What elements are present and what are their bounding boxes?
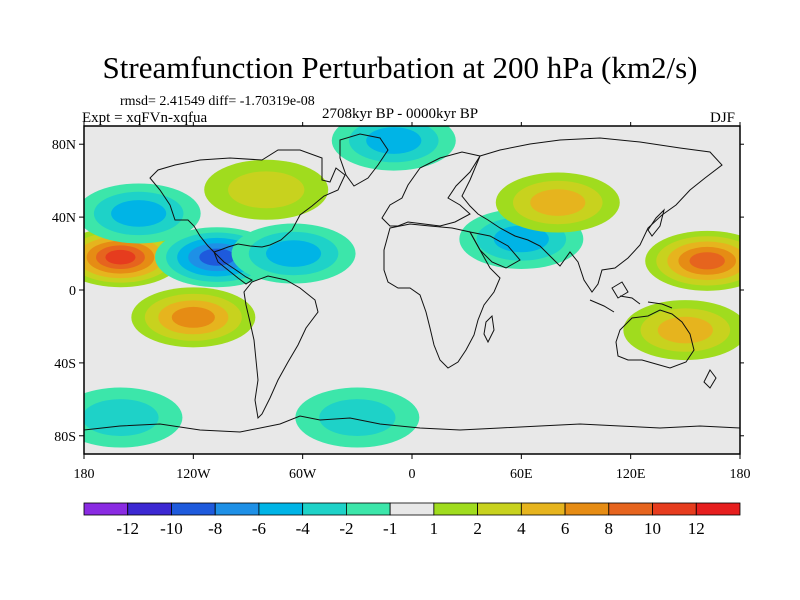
colorbar-swatch bbox=[520, 502, 566, 516]
coastline-asia bbox=[461, 137, 723, 293]
y-tick-label: 40N bbox=[52, 211, 76, 226]
y-tick-label: 80S bbox=[54, 430, 76, 445]
field-feature bbox=[84, 387, 183, 448]
colorbar-label: 1 bbox=[430, 519, 439, 538]
colorbar-swatch bbox=[214, 502, 260, 516]
axis-ticks: 180 120W 60W 0 60E 120E 180 80N 40N 0 40S 80S bbox=[52, 122, 751, 482]
period-text: 2708kyr BP - 0000kyr BP bbox=[321, 106, 479, 122]
experiment-text: Expt = xqFVn-xqfua bbox=[82, 110, 208, 126]
colorbar-label: -1 bbox=[383, 519, 397, 538]
y-tick-label: 80N bbox=[52, 138, 76, 153]
field-feature bbox=[331, 126, 456, 171]
season-text: DJF bbox=[710, 110, 736, 126]
colorbar-label: 8 bbox=[605, 519, 614, 538]
contour-band bbox=[111, 200, 167, 227]
coastline-madagascar bbox=[483, 314, 495, 344]
y-tick-label: 40S bbox=[54, 357, 76, 372]
colorbar-swatch bbox=[433, 502, 479, 516]
x-tick-label: 60E bbox=[510, 467, 533, 482]
field-layer bbox=[84, 126, 740, 448]
colorbar: -12 -10 -8 -6 -4 -2 -1 1 2 4 6 8 10 12 bbox=[83, 502, 741, 538]
field-feature bbox=[495, 172, 620, 233]
coastline-indonesia bbox=[589, 281, 673, 313]
contour-band bbox=[530, 189, 586, 216]
contour-band bbox=[199, 248, 235, 266]
x-tick-label: 180 bbox=[730, 467, 751, 482]
coastline-layer bbox=[84, 133, 740, 433]
contour-band bbox=[266, 240, 322, 267]
contour-band bbox=[657, 316, 713, 344]
field-feature bbox=[295, 387, 420, 448]
y-tick-label: 0 bbox=[69, 284, 76, 299]
contour-band bbox=[171, 306, 215, 328]
colorbar-label: 2 bbox=[473, 519, 482, 538]
contour-band bbox=[228, 171, 305, 209]
colorbar-label: 12 bbox=[688, 519, 705, 538]
colorbar-label: -2 bbox=[339, 519, 353, 538]
contour-band bbox=[366, 127, 422, 154]
colorbar-label: -10 bbox=[160, 519, 183, 538]
coastline-japan bbox=[647, 208, 665, 237]
coastline-north-america bbox=[149, 149, 346, 253]
colorbar-swatch bbox=[389, 502, 435, 516]
colorbar-swatch bbox=[564, 502, 610, 516]
colorbar-swatch bbox=[83, 502, 129, 516]
colorbar-swatch bbox=[302, 502, 347, 516]
coastline-new-zealand bbox=[703, 369, 717, 389]
x-tick-label: 0 bbox=[409, 467, 416, 482]
colorbar-label: 4 bbox=[517, 519, 526, 538]
coastline-europe bbox=[381, 151, 481, 227]
x-tick-label: 120E bbox=[616, 467, 646, 482]
coastline-greenland bbox=[339, 133, 389, 187]
contour-band bbox=[105, 249, 136, 265]
colorbar-swatch bbox=[608, 502, 653, 516]
colorbar-swatch bbox=[258, 502, 304, 516]
x-tick-label: 120W bbox=[176, 467, 211, 482]
colorbar-label: -4 bbox=[296, 519, 311, 538]
colorbar-label: 10 bbox=[644, 519, 661, 538]
field-feature bbox=[84, 227, 183, 288]
field-feature bbox=[84, 183, 201, 244]
chart-title: Streamfunction Perturbation at 200 hPa (… bbox=[102, 50, 698, 85]
coastline-antarctica bbox=[84, 415, 740, 433]
stats-text: rmsd= 2.41549 diff= -1.70319e-08 bbox=[120, 94, 315, 109]
colorbar-swatch bbox=[171, 502, 216, 516]
coastline-central-america bbox=[213, 251, 253, 285]
field-feature bbox=[645, 230, 740, 291]
colorbar-label: -8 bbox=[208, 519, 222, 538]
field-feature bbox=[204, 159, 329, 220]
field-feature bbox=[231, 223, 356, 284]
colorbar-swatch bbox=[127, 502, 172, 516]
colorbar-swatch bbox=[477, 502, 522, 516]
x-tick-label: 60W bbox=[289, 467, 317, 482]
colorbar-label: -6 bbox=[252, 519, 266, 538]
x-tick-label: 180 bbox=[74, 467, 95, 482]
field-feature bbox=[131, 287, 256, 348]
field-feature bbox=[623, 300, 740, 361]
coastline-arabia bbox=[469, 231, 521, 269]
colorbar-swatch bbox=[345, 502, 391, 516]
contour-band bbox=[84, 399, 159, 437]
contour-band bbox=[689, 252, 725, 270]
colorbar-label: 6 bbox=[561, 519, 570, 538]
colorbar-label: -12 bbox=[116, 519, 139, 538]
coastline-south-america bbox=[243, 275, 319, 420]
colorbar-swatch bbox=[652, 502, 697, 516]
colorbar-swatch bbox=[695, 502, 741, 516]
contour-band bbox=[319, 399, 396, 437]
coastline-australia bbox=[615, 309, 695, 369]
